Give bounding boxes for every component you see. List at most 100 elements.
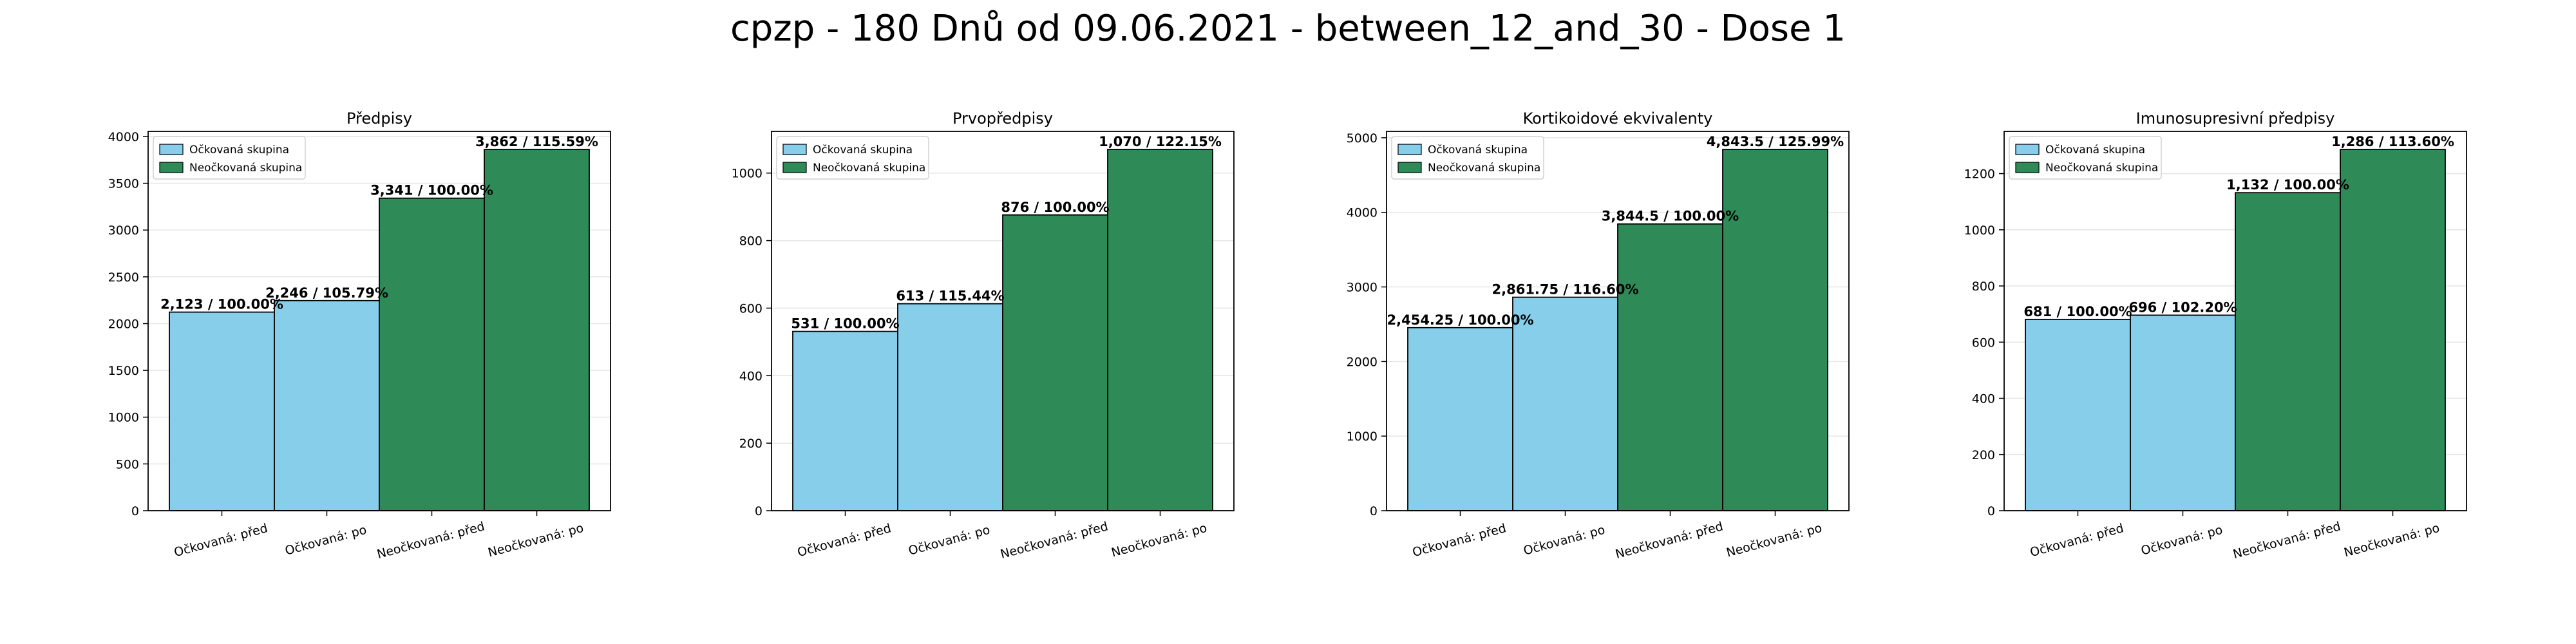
legend-box (153, 136, 306, 180)
chart-panel-prvopredpisy: 531 / 100.00% 613 / 115.44% 876 / 100.00% 1… (732, 109, 1235, 562)
chart-title: Kortikoidové ekvivalenty (1523, 109, 1713, 128)
legend-label-unvaccinated: Neočkovaná skupina (1428, 162, 1540, 175)
y-tick-label: 0 (755, 504, 762, 518)
y-tick-label: 1000 (108, 411, 139, 425)
x-tick-label: Očkovaná: po (907, 523, 991, 558)
chart-title: Prvopředpisy (952, 109, 1053, 128)
bar-value-label: 613 / 115.44% (896, 289, 1004, 304)
chart-title: Imunosupresivní předpisy (2136, 109, 2335, 128)
bar-value-label: 681 / 100.00% (2023, 304, 2132, 319)
y-tick-label: 5000 (1347, 131, 1378, 146)
y-tick-label: 0 (1987, 504, 1995, 518)
bar-value-label: 2,861.75 / 116.60% (1492, 282, 1639, 298)
x-tick-label: Neočkovaná: po (2342, 521, 2441, 560)
bar-neockovana-po (484, 149, 590, 511)
bar-neockovana-pred (379, 197, 485, 511)
x-tick-label: Očkovaná: před (2029, 521, 2125, 560)
y-tick-label: 600 (739, 301, 762, 316)
x-tick-label: Neočkovaná: před (999, 519, 1110, 562)
chart-title: Předpisy (346, 109, 412, 128)
legend-swatch-vaccinated (2015, 144, 2040, 155)
bar-neockovana-po (1722, 149, 1828, 511)
y-tick-label: 0 (131, 504, 139, 518)
plot-frame (771, 131, 1235, 511)
legend-swatch-unvaccinated (782, 162, 807, 173)
bar-neockovana-po (1107, 149, 1213, 511)
y-tick-label: 4000 (108, 130, 139, 144)
plot-frame (2003, 131, 2467, 511)
y-tick-label: 4000 (1347, 206, 1378, 220)
figure-title: cpzp - 180 Dnů od 09.06.2021 - between_1… (730, 8, 1846, 50)
legend-swatch-unvaccinated (2015, 162, 2040, 173)
bar-ockovana-pred (169, 311, 275, 511)
y-tick-label: 1200 (1964, 167, 1995, 182)
x-tick-label: Očkovaná: po (1522, 523, 1606, 558)
x-tick-label: Neočkovaná: po (1725, 521, 1823, 560)
bar-value-label: 2,454.25 / 100.00% (1387, 312, 1534, 328)
bar-neockovana-pred (1002, 214, 1108, 511)
chart-panel-predpisy: 2,123 / 100.00%2,246 / 105.79% 3,341 / 10… (108, 109, 611, 562)
plot-frame (1386, 131, 1850, 511)
x-tick-label: Neočkovaná: před (1614, 519, 1725, 562)
bar-ockovana-pred (1407, 327, 1513, 511)
x-tick-label: Neočkovaná: po (1110, 521, 1208, 560)
bar-value-label: 4,843.5 / 125.99% (1707, 134, 1844, 149)
legend-label-vaccinated: Očkovaná skupina (1428, 144, 1528, 156)
bar-neockovana-pred (2235, 192, 2341, 511)
legend-label-vaccinated: Očkovaná skupina (813, 144, 913, 156)
bar-value-label: 1,286 / 113.60% (2331, 134, 2454, 149)
legend-box (1391, 136, 1544, 180)
legend-box (2009, 136, 2162, 180)
y-tick-label: 600 (1972, 336, 1995, 350)
x-tick-label: Neočkovaná: před (2231, 519, 2342, 562)
legend-label-vaccinated: Očkovaná skupina (189, 144, 289, 156)
legend-swatch-vaccinated (782, 144, 807, 155)
legend-label-vaccinated: Očkovaná skupina (2045, 144, 2145, 156)
bar-value-label: 1,070 / 122.15% (1099, 134, 1222, 149)
y-tick-label: 3000 (1347, 281, 1378, 295)
bar-neockovana-po (2340, 149, 2446, 511)
y-tick-label: 800 (1972, 279, 1995, 294)
y-tick-label: 200 (1972, 448, 1995, 462)
y-tick-label: 400 (1972, 392, 1995, 406)
bar-ockovana-po (274, 299, 380, 511)
y-tick-label: 500 (116, 457, 139, 471)
bar-ockovana-po (2130, 314, 2236, 511)
bar-value-label: 1,132 / 100.00% (2226, 177, 2349, 193)
bar-ockovana-po (1512, 296, 1618, 511)
y-tick-label: 2000 (108, 317, 139, 331)
bar-value-label: 2,123 / 100.00% (160, 297, 283, 312)
y-tick-label: 1000 (1964, 223, 1995, 238)
y-tick-label: 3500 (108, 177, 139, 191)
x-tick-label: Očkovaná: po (2139, 523, 2224, 558)
bar-value-label: 3,341 / 100.00% (370, 183, 493, 198)
y-tick-label: 1500 (108, 364, 139, 378)
x-tick-label: Očkovaná: po (283, 523, 368, 558)
legend-label-unvaccinated: Neočkovaná skupina (813, 162, 925, 175)
bar-value-label: 2,246 / 105.79% (265, 285, 388, 301)
y-tick-label: 800 (739, 234, 762, 249)
y-tick-label: 200 (739, 437, 762, 451)
y-tick-label: 2000 (1347, 355, 1378, 369)
bar-neockovana-pred (1617, 223, 1723, 511)
y-tick-label: 3000 (108, 223, 139, 238)
bar-ockovana-pred (2025, 319, 2131, 511)
bar-value-label: 3,844.5 / 100.00% (1602, 209, 1739, 224)
x-tick-label: Neočkovaná: po (486, 521, 585, 560)
bar-value-label: 696 / 102.20% (2128, 299, 2237, 315)
legend-swatch-vaccinated (1397, 144, 1422, 155)
bar-ockovana-po (897, 303, 1003, 511)
x-tick-label: Neočkovaná: před (375, 519, 486, 562)
x-tick-label: Očkovaná: před (1411, 521, 1508, 560)
chart-panel-imunosupresivni-predpisy: 681 / 100.00%696 / 102.20% 1,132 / 100.00… (1964, 109, 2467, 562)
legend-swatch-vaccinated (159, 144, 184, 155)
chart-panel-kortikoidove-ekvivalenty: 2,454.25 / 100.00% 2,861.75 / 116.60% 3,84… (1347, 109, 1850, 562)
bar-ockovana-pred (792, 330, 898, 511)
plot-frame (147, 131, 611, 511)
y-tick-label: 0 (1370, 504, 1378, 518)
y-tick-label: 1000 (1347, 430, 1378, 444)
y-tick-label: 1000 (732, 167, 762, 181)
bar-value-label: 531 / 100.00% (791, 316, 899, 332)
y-tick-label: 2500 (108, 270, 139, 285)
legend-swatch-unvaccinated (159, 162, 184, 173)
